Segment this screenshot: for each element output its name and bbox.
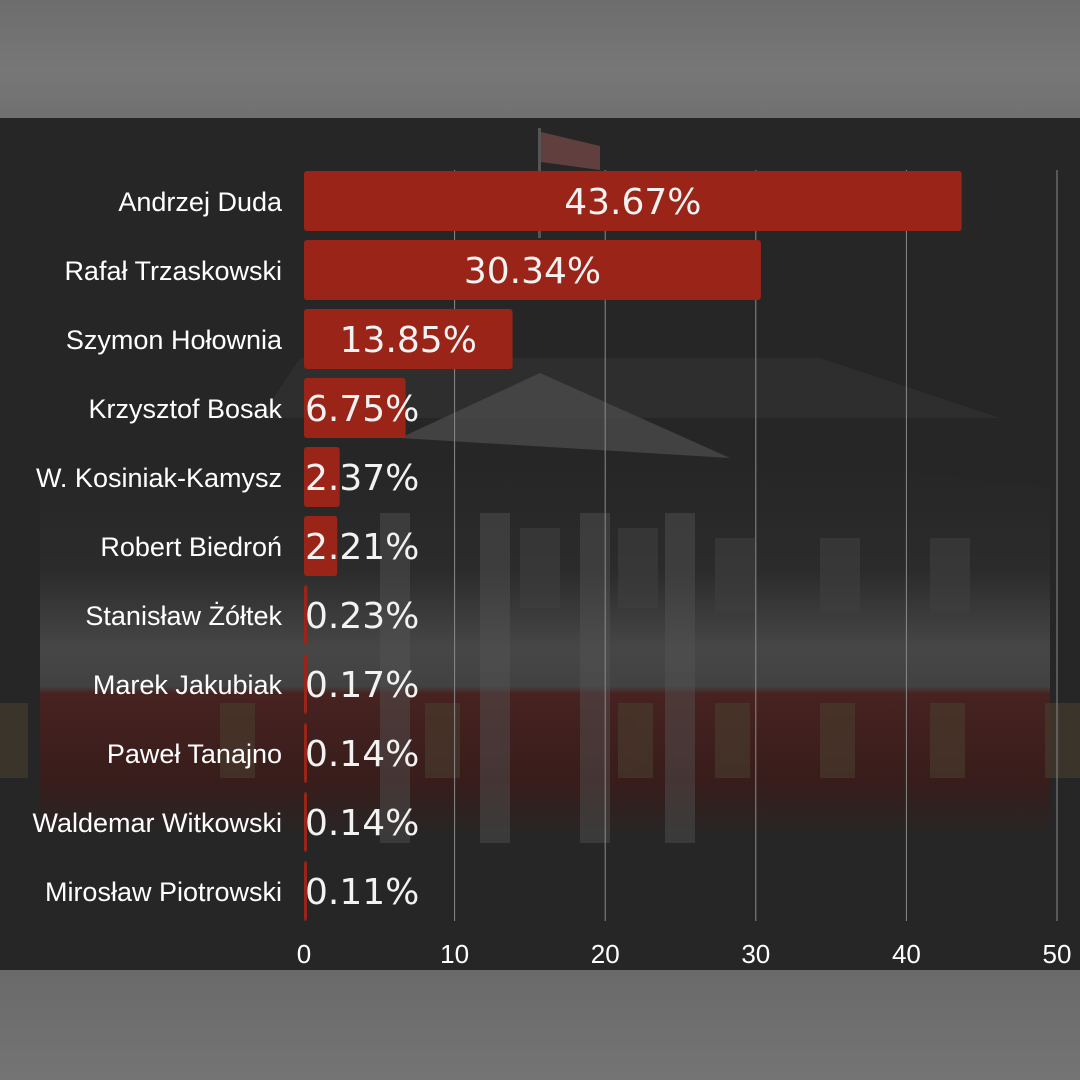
x-tick-label: 10: [440, 939, 469, 969]
background-bottom-band: [0, 970, 1080, 1080]
bar: [304, 378, 406, 438]
data-label: 2.37%: [305, 458, 419, 499]
data-label: 0.23%: [305, 596, 419, 637]
data-label: 30.34%: [464, 251, 601, 292]
bar: [304, 861, 307, 921]
bar: [304, 447, 340, 507]
x-tick-label: 40: [892, 939, 921, 969]
data-label: 2.21%: [305, 527, 419, 568]
category-label: Marek Jakubiak: [93, 670, 283, 700]
category-label: Waldemar Witkowski: [32, 808, 282, 838]
data-label: 43.67%: [564, 182, 701, 223]
bar-chart: Andrzej Duda Rafał Trzaskowski Szymon Hoło…: [32, 170, 1072, 969]
x-tick-label: 50: [1043, 939, 1072, 969]
bars: [304, 171, 962, 921]
category-label: W. Kosiniak-Kamysz: [36, 463, 282, 493]
data-label: 0.11%: [305, 872, 419, 913]
data-label: 0.14%: [305, 734, 419, 775]
bar: [304, 723, 307, 783]
data-label: 6.75%: [305, 389, 419, 430]
chart-panel: Andrzej Duda Rafał Trzaskowski Szymon Hoło…: [0, 118, 1080, 970]
category-label: Krzysztof Bosak: [88, 394, 282, 424]
data-label: 0.14%: [305, 803, 419, 844]
bar: [304, 309, 513, 369]
bar: [304, 792, 307, 852]
bar: [304, 240, 761, 300]
category-label: Szymon Hołownia: [66, 325, 283, 355]
category-labels: Andrzej Duda Rafał Trzaskowski Szymon Hoło…: [32, 187, 283, 907]
x-axis-ticks: 0 10 20 30 40 50: [297, 939, 1072, 969]
category-label: Rafał Trzaskowski: [64, 256, 282, 286]
category-label: Mirosław Piotrowski: [45, 877, 282, 907]
bar: [304, 654, 307, 714]
bar: [304, 516, 338, 576]
background-top-band: [0, 0, 1080, 118]
category-label: Andrzej Duda: [118, 187, 283, 217]
x-tick-label: 20: [591, 939, 620, 969]
category-label: Robert Biedroń: [100, 532, 282, 562]
bar: [304, 171, 962, 231]
data-label: 13.85%: [340, 320, 477, 361]
category-label: Stanisław Żółtek: [85, 600, 282, 631]
data-label: 0.17%: [305, 665, 419, 706]
x-tick-label: 30: [741, 939, 770, 969]
category-label: Paweł Tanajno: [107, 739, 282, 769]
bar: [304, 585, 308, 645]
x-tick-label: 0: [297, 939, 311, 969]
data-labels: 43.67% 30.34% 13.85% 6.75% 2.37% 2.21% 0.23% 0.…: [305, 182, 701, 913]
